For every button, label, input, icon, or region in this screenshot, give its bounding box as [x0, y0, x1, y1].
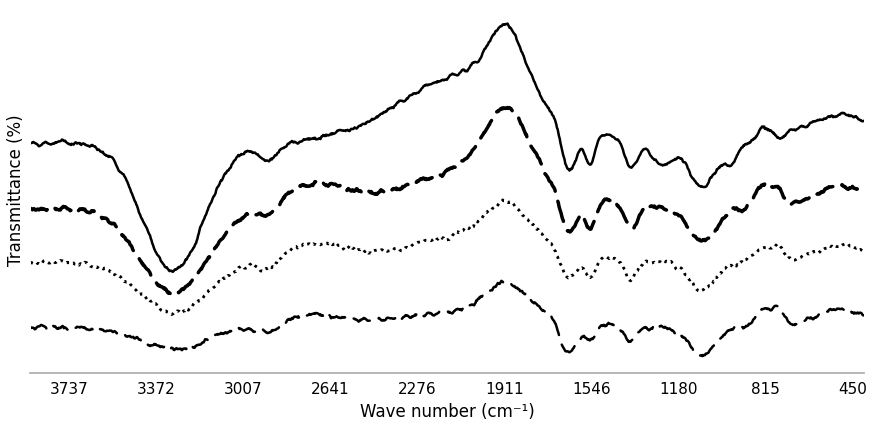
- Y-axis label: Transmittance (%): Transmittance (%): [7, 114, 25, 266]
- X-axis label: Wave number (cm⁻¹): Wave number (cm⁻¹): [360, 403, 534, 421]
